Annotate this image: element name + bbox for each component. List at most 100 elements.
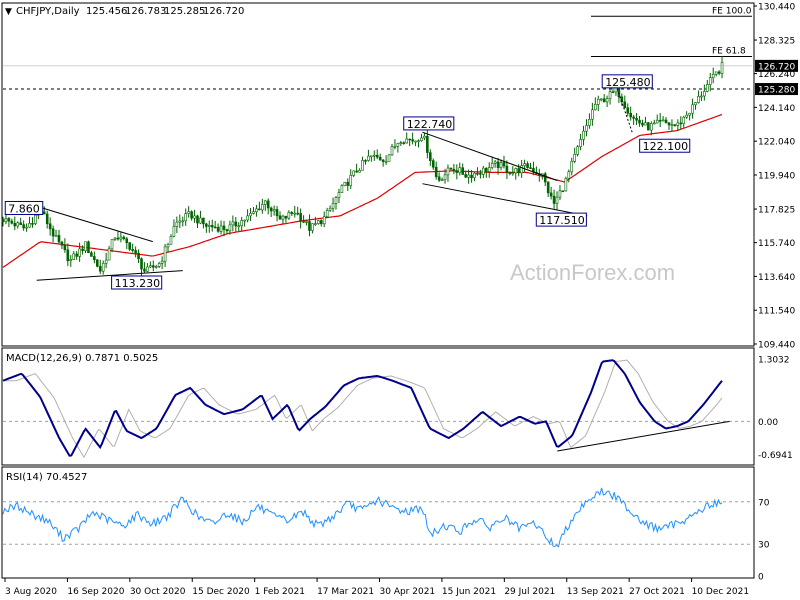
fib-levels: FE 100.0 FE 61.8 [590,6,752,58]
candle-body [434,166,438,178]
candle [579,133,582,151]
candle [122,235,126,241]
candle [219,220,223,235]
candle [576,145,579,157]
candle [263,199,267,211]
candle-body [428,152,432,161]
candle-body [243,219,246,222]
candle-body [408,138,411,141]
candle [272,205,276,216]
candle-body [48,223,52,230]
candle [641,119,644,128]
candle [667,122,671,130]
candle-body [269,207,273,212]
time-tick-label: 3 Aug 2020 [5,587,57,597]
candle [420,133,423,142]
candle-body [546,181,550,194]
candle-body [16,222,20,227]
candle-body [523,163,526,166]
candle [676,119,680,132]
candle [370,155,373,162]
candle-body [151,265,155,268]
time-axis: 3 Aug 2020 16 Sep 2020 30 Oct 2020 15 Dec 2… [4,578,750,597]
candle [490,157,494,170]
candle [113,237,117,241]
candle-body [346,181,350,186]
candle-body [337,192,341,198]
candle-body [717,71,721,74]
candle-body [390,146,394,156]
candle [1,216,5,227]
time-tick-label: 15 Jun 2021 [442,587,496,597]
candle-body [314,223,317,225]
candle-body [632,116,635,119]
candle [417,139,420,148]
candle-body [119,236,123,240]
price-annotations: 7.860 113.230 122.740 117.510 125.480 122.100 [4,74,691,290]
candle-body [352,170,355,176]
candle [688,112,691,121]
candle [632,114,635,126]
candle [57,229,61,244]
candle-body [1,218,5,222]
candle-body [387,154,391,162]
candle-body [140,258,143,270]
candle [90,250,93,257]
candle-body [370,155,373,158]
candle [199,210,202,225]
fib-level-label: FE 100.0 [712,6,752,16]
candle-body [697,96,700,103]
candle-body [149,265,152,268]
candle [69,255,73,267]
candle-body [676,122,680,126]
current-price-tag-bg [755,59,798,72]
candle-body [205,223,208,227]
candle [629,106,632,121]
candle-body [393,146,397,148]
time-tick-label: 10 Dec 2021 [692,587,750,597]
candle-body [529,167,532,169]
candle [125,237,129,249]
candle [178,214,182,229]
candle [87,240,90,254]
candles [1,55,724,276]
candle-body [325,210,329,218]
candle [128,242,132,252]
candle-body [216,226,220,232]
candle-body [470,174,473,179]
annotation-box [403,116,455,131]
candle [60,240,64,250]
candle-body [443,174,447,181]
time-tick-label: 27 Oct 2021 [629,587,685,597]
candle-body [487,167,491,172]
candle [66,243,70,267]
candle-body [661,119,665,122]
candle [594,97,597,111]
chart-title: CHFJPY,Daily [16,6,80,17]
candle-body [437,176,441,181]
candle-body [384,161,388,163]
moving-average-line [2,113,723,268]
candle-body [461,167,465,175]
candle [511,165,515,176]
candle-body [57,235,61,243]
candle-body [207,225,211,227]
candle-body [664,119,668,123]
candle [72,251,76,260]
candle [608,88,612,105]
candle-body [107,248,111,261]
candle-body [240,220,243,227]
candle-body [585,125,588,132]
candle [529,162,532,169]
candle-body [626,107,630,114]
candle [252,206,255,215]
candle-body [10,220,14,224]
candle-body [28,223,31,228]
candle-body [605,98,609,103]
candle [290,211,294,217]
candle-body [375,154,379,158]
candle [51,225,55,243]
candle [546,181,550,198]
candle [458,162,462,176]
candle [222,220,226,237]
